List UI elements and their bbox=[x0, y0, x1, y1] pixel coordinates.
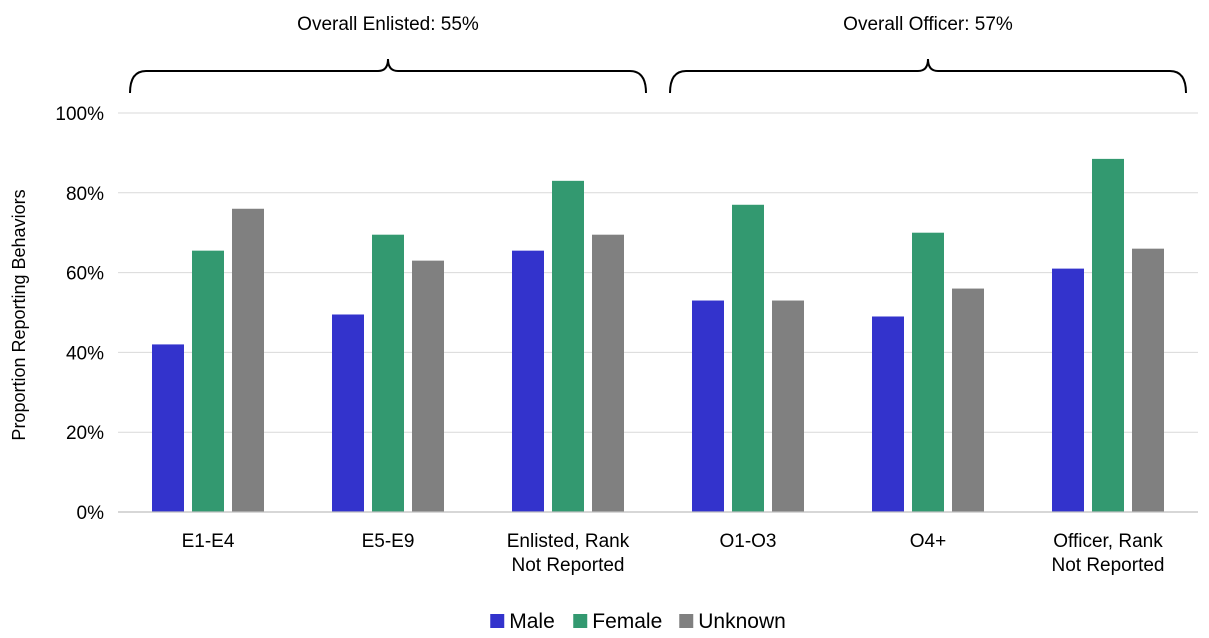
axes: 0% 20% 40% 60% 80% 100% E1-E4 E5-E9 Enlisted, Ra… bbox=[55, 104, 1198, 576]
bar-unknown-1 bbox=[412, 260, 444, 512]
bar-male-5 bbox=[1052, 268, 1084, 512]
group-label: Overall Enlisted: 55% bbox=[297, 14, 479, 35]
bar-female-3 bbox=[732, 204, 764, 512]
bars bbox=[152, 158, 1164, 512]
legend-label-unknown: Unknown bbox=[698, 610, 786, 633]
x-tick-label: Officer, Rank Not Reported bbox=[1051, 531, 1164, 576]
bar-unknown-0 bbox=[232, 208, 264, 512]
group-bracket bbox=[669, 58, 1187, 94]
y-tick-label: 0% bbox=[77, 503, 105, 524]
bar-male-4 bbox=[872, 316, 904, 512]
bar-male-3 bbox=[692, 300, 724, 512]
y-tick-label: 20% bbox=[66, 423, 104, 444]
x-tick-label: O1-O3 bbox=[719, 531, 776, 552]
bar-male-0 bbox=[152, 344, 184, 512]
bar-unknown-3 bbox=[772, 300, 804, 512]
group-label: Overall Officer: 57% bbox=[843, 14, 1013, 35]
legend-label-female: Female bbox=[592, 610, 662, 633]
bar-female-0 bbox=[192, 250, 224, 512]
bar-unknown-2 bbox=[592, 234, 624, 512]
y-tick-label: 80% bbox=[66, 184, 104, 205]
y-tick-label: 60% bbox=[66, 264, 104, 285]
legend-swatch-female bbox=[573, 614, 588, 628]
y-tick-label: 40% bbox=[66, 343, 104, 364]
gridlines bbox=[118, 112, 1198, 433]
bar-female-1 bbox=[372, 234, 404, 512]
bar-male-2 bbox=[512, 250, 544, 512]
x-tick-label: E1-E4 bbox=[182, 531, 235, 552]
legend-label-male: Male bbox=[509, 610, 555, 633]
bar-unknown-4 bbox=[952, 288, 984, 512]
group-bracket bbox=[129, 58, 647, 94]
bar-female-2 bbox=[552, 180, 584, 512]
x-tick-label: Enlisted, Rank Not Reported bbox=[507, 531, 630, 576]
bar-unknown-5 bbox=[1132, 248, 1164, 512]
bar-female-5 bbox=[1092, 158, 1124, 512]
y-tick-label: 100% bbox=[55, 104, 104, 125]
legend-swatch-unknown bbox=[679, 614, 694, 628]
bar-female-4 bbox=[912, 232, 944, 512]
x-tick-label: O4+ bbox=[910, 531, 946, 552]
legend-swatch-male bbox=[490, 614, 505, 628]
legend: Male Female Unknown bbox=[490, 610, 786, 633]
group-brackets: Overall Enlisted: 55% Overall Officer: 57… bbox=[129, 14, 1187, 94]
y-axis-label: Proportion Reporting Behaviors bbox=[9, 189, 29, 440]
x-tick-label: E5-E9 bbox=[362, 531, 415, 552]
bar-male-1 bbox=[332, 314, 364, 512]
